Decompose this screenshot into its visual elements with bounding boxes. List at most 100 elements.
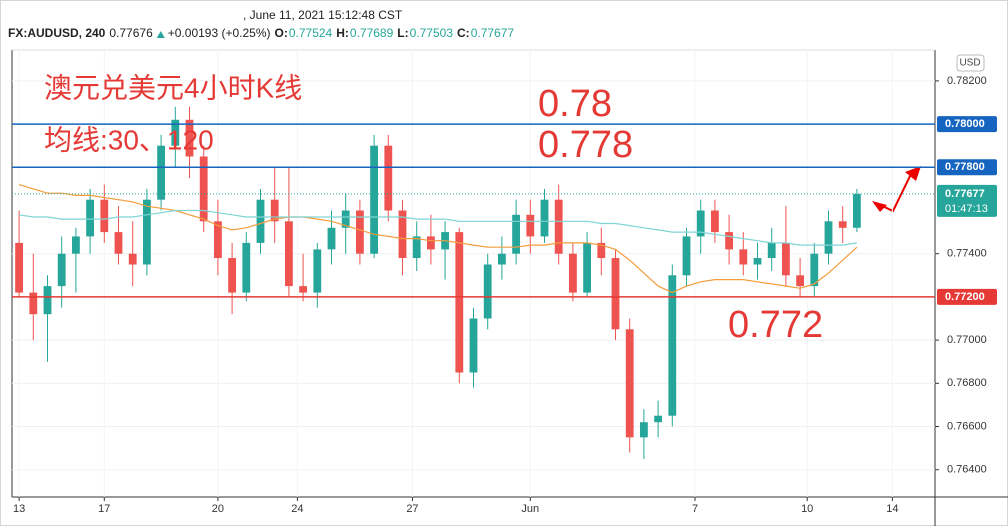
up-triangle: [156, 31, 165, 38]
candle-body: [526, 214, 535, 237]
candle-body: [625, 329, 634, 438]
y-tick-label: 0.77000: [947, 334, 987, 346]
candle-body: [256, 199, 265, 243]
candle-body: [142, 199, 151, 265]
change: +0.00193 (+0.25%): [168, 26, 271, 40]
price-tag: [937, 184, 997, 217]
candle-body: [284, 221, 293, 287]
candle-body: [313, 249, 322, 293]
candle-body: [725, 232, 734, 250]
candle-body: [228, 258, 237, 293]
ohlc-label: L:: [397, 26, 408, 40]
candle-body: [540, 199, 549, 237]
candle-body: [270, 199, 279, 222]
candle-body: [554, 199, 563, 254]
arrow-head: [905, 166, 921, 181]
candle-body: [483, 264, 492, 319]
moving-average: [19, 209, 857, 246]
candle-body: [412, 236, 421, 259]
y-tick-label: 0.77400: [947, 248, 987, 260]
annotation: 均线:30、120: [44, 124, 214, 155]
candle-body: [157, 145, 166, 200]
x-tick-label: 7: [692, 503, 698, 515]
ohlc-value: 0.77677: [471, 26, 515, 40]
candle-body: [398, 210, 407, 259]
candle-body: [128, 253, 137, 265]
annotation: 0.78: [538, 83, 612, 125]
candle-body: [767, 242, 776, 259]
level-tag: [937, 288, 997, 305]
candle-body: [43, 286, 52, 315]
candle-body: [497, 253, 506, 265]
header: FX:AUDUSD, 240 0.77676 +0.00193 (+0.25%) O:…: [8, 26, 514, 40]
moving-average: [18, 184, 858, 294]
level-label: 0.77200: [945, 291, 985, 303]
candle-body: [838, 221, 847, 228]
level-tag: [937, 116, 997, 133]
ohlc-value: 0.77524: [289, 26, 333, 40]
candle-body: [597, 242, 606, 259]
candle-body: [370, 145, 379, 254]
candle-body: [682, 236, 691, 276]
candle-body: [824, 221, 833, 254]
y-tick-label: 0.78200: [947, 75, 987, 87]
level-label: 0.77800: [945, 161, 985, 173]
symbol: FX:AUDUSD, 240: [8, 26, 106, 40]
annotation: 0.772: [728, 304, 823, 346]
price-tag-label: 0.77677: [945, 188, 985, 200]
last-price: 0.77676: [109, 26, 153, 40]
candle-body: [455, 232, 464, 373]
y-tick-label: 0.76600: [947, 420, 987, 432]
x-tick-label: 20: [212, 503, 224, 515]
x-tick-label: 10: [801, 503, 813, 515]
candle-body: [696, 210, 705, 237]
candle-body: [512, 214, 521, 254]
candle-body: [242, 242, 251, 293]
candle-body: [171, 119, 180, 146]
candle-body: [100, 199, 109, 233]
candle-body: [668, 275, 677, 416]
candle-body: [299, 286, 308, 293]
candle-body: [810, 253, 819, 287]
candle-body: [710, 210, 719, 233]
candle-body: [57, 253, 66, 287]
candle-body: [611, 258, 620, 330]
level-tag: [937, 159, 997, 176]
x-tick-label: 27: [406, 503, 418, 515]
ohlc-value: 0.77503: [410, 26, 454, 40]
arrow-head: [872, 201, 887, 212]
annotation: 澳元兑美元4小时K线: [44, 72, 302, 103]
candle-body: [426, 236, 435, 250]
candle-body: [199, 156, 208, 222]
candle-body: [341, 210, 350, 228]
candle-body: [654, 415, 663, 423]
candle-body: [384, 145, 393, 211]
x-tick-label: 24: [291, 503, 303, 515]
candle-body: [29, 292, 38, 315]
ohlc-label: C:: [457, 26, 470, 40]
candle-body: [583, 242, 592, 293]
candle-body: [753, 258, 762, 265]
x-tick-label: 14: [886, 503, 898, 515]
annotation: 0.778: [538, 124, 633, 166]
ohlc-label: H:: [336, 26, 349, 40]
candle-body: [568, 253, 577, 293]
currency: USD: [959, 58, 980, 69]
candle-body: [781, 242, 790, 276]
x-tick-label: 13: [13, 503, 25, 515]
candle-body: [114, 232, 123, 254]
x-tick-label: 17: [98, 503, 110, 515]
candle-body: [739, 249, 748, 265]
level-label: 0.78000: [945, 118, 985, 130]
candle-body: [185, 119, 194, 157]
y-tick-label: 0.76800: [947, 377, 987, 389]
ohlc-value: 0.77689: [350, 26, 394, 40]
price-countdown: 01:47:13: [945, 203, 988, 215]
currency-box: [956, 54, 985, 72]
y-tick-label: 0.76400: [947, 464, 987, 476]
candle-body: [213, 221, 222, 259]
candle-body: [71, 236, 80, 254]
candle-body: [355, 210, 364, 254]
candle-body: [639, 422, 648, 438]
